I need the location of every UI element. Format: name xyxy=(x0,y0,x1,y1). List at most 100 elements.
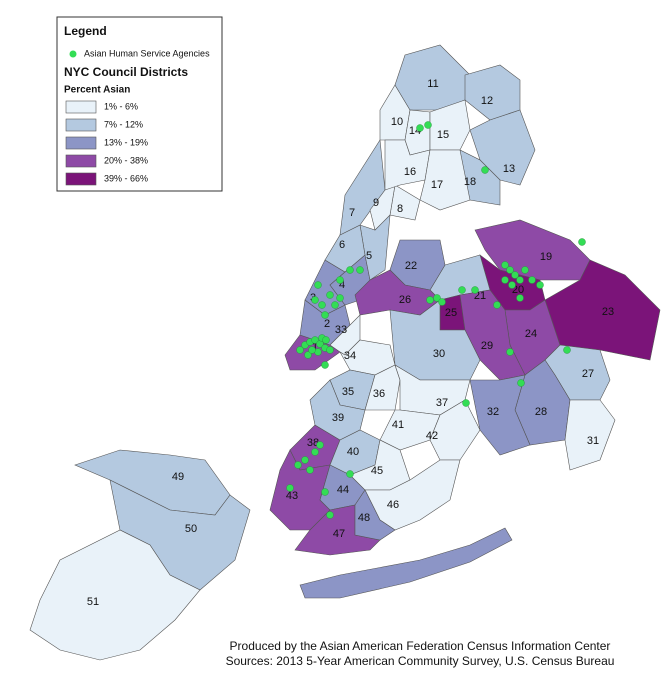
district-label: 46 xyxy=(387,499,399,511)
district-label: 12 xyxy=(481,95,493,107)
district-label: 4 xyxy=(339,279,345,291)
agency-point xyxy=(521,266,529,274)
agency-point xyxy=(321,361,329,369)
district-label: 35 xyxy=(342,386,354,398)
legend-class-label: 39% - 66% xyxy=(104,173,148,183)
district-label: 27 xyxy=(582,368,594,380)
district-label: 51 xyxy=(87,596,99,608)
district-label: 29 xyxy=(481,340,493,352)
agency-point xyxy=(326,291,334,299)
legend-symbol xyxy=(69,50,77,58)
credit-line: Sources: 2013 5-Year American Community … xyxy=(226,654,615,668)
agency-point xyxy=(346,470,354,478)
district-label: 42 xyxy=(426,430,438,442)
agency-point xyxy=(511,271,519,279)
agency-point xyxy=(286,484,294,492)
agency-point xyxy=(438,298,446,306)
agency-point xyxy=(322,336,330,344)
districts xyxy=(29,44,661,661)
legend-swatch xyxy=(65,100,97,114)
district-labels: 1234567891011121314151617181920212223242… xyxy=(87,78,614,608)
district-label: 7 xyxy=(349,207,355,219)
district-label: 24 xyxy=(525,328,537,340)
district-label: 10 xyxy=(391,116,403,128)
agency-point xyxy=(308,346,316,354)
agency-point xyxy=(331,301,339,309)
district-label: 28 xyxy=(535,406,547,418)
district-label: 9 xyxy=(373,197,379,209)
district-label: 11 xyxy=(427,78,438,90)
agency-point xyxy=(528,276,536,284)
district-label: 13 xyxy=(503,163,515,175)
agency-point xyxy=(321,311,329,319)
agency-point xyxy=(424,121,432,129)
district-label: 38 xyxy=(307,437,319,449)
agency-point xyxy=(306,466,314,474)
agency-point xyxy=(296,346,304,354)
district-label: 8 xyxy=(397,203,403,215)
district xyxy=(309,379,366,441)
district-label: 6 xyxy=(339,239,345,251)
agency-point xyxy=(318,301,326,309)
legend-swatch xyxy=(65,154,97,168)
district-label: 43 xyxy=(286,490,298,502)
legend-swatch xyxy=(65,118,97,132)
agency-point xyxy=(301,456,309,464)
agency-point xyxy=(501,276,509,284)
district-label: 1 xyxy=(312,341,318,353)
agency-point xyxy=(311,296,319,304)
district-label: 23 xyxy=(602,306,614,318)
district-label: 31 xyxy=(587,435,599,447)
legend: Legend Asian Human Service Agencies NYC … xyxy=(56,16,223,192)
district-label: 22 xyxy=(405,260,417,272)
legend-symbol-label: Asian Human Service Agencies xyxy=(84,48,210,58)
district-label: 18 xyxy=(464,176,476,188)
legend-classes: 1% - 6% 7% - 12% 13% - 19% 20% - 38% 39% - 6… xyxy=(65,100,148,186)
district xyxy=(324,224,366,273)
district-label: 32 xyxy=(487,406,499,418)
district-label: 16 xyxy=(404,166,416,178)
district-label: 47 xyxy=(333,528,345,540)
agency-point xyxy=(506,348,514,356)
district xyxy=(389,184,421,221)
agency-point xyxy=(326,346,334,354)
district-label: 33 xyxy=(335,324,347,336)
agency-point xyxy=(433,294,441,302)
agency-point xyxy=(501,261,509,269)
credit-line: Produced by the Asian American Federatio… xyxy=(230,639,611,653)
district-label: 26 xyxy=(399,294,411,306)
agency-point xyxy=(311,448,319,456)
district-label: 50 xyxy=(185,523,197,535)
district-label: 45 xyxy=(371,465,383,477)
agency-point xyxy=(508,281,516,289)
agency-point xyxy=(536,281,544,289)
district-label: 19 xyxy=(540,251,552,263)
agency-point xyxy=(304,351,312,359)
district-label: 36 xyxy=(373,388,385,400)
district xyxy=(459,149,501,206)
legend-class-label: 7% - 12% xyxy=(104,119,143,129)
district xyxy=(469,374,531,456)
agency-point xyxy=(462,399,470,407)
district xyxy=(354,489,396,541)
legend-class-label: 1% - 6% xyxy=(104,101,138,111)
agency-point xyxy=(471,286,479,294)
district xyxy=(459,289,526,381)
district-label: 49 xyxy=(172,471,184,483)
agency-point xyxy=(506,266,514,274)
agency-point xyxy=(346,266,354,274)
legend-swatch xyxy=(65,136,97,150)
district xyxy=(564,399,616,471)
legend-title: Legend xyxy=(64,24,107,38)
district-label: 5 xyxy=(366,250,372,262)
agency-point xyxy=(426,296,434,304)
district-label: 39 xyxy=(332,412,344,424)
agency-point xyxy=(458,286,466,294)
district-label: 17 xyxy=(431,179,443,191)
agency-point xyxy=(326,511,334,519)
district xyxy=(29,529,201,661)
district-label: 25 xyxy=(445,307,457,319)
legend-swatch xyxy=(65,172,97,186)
